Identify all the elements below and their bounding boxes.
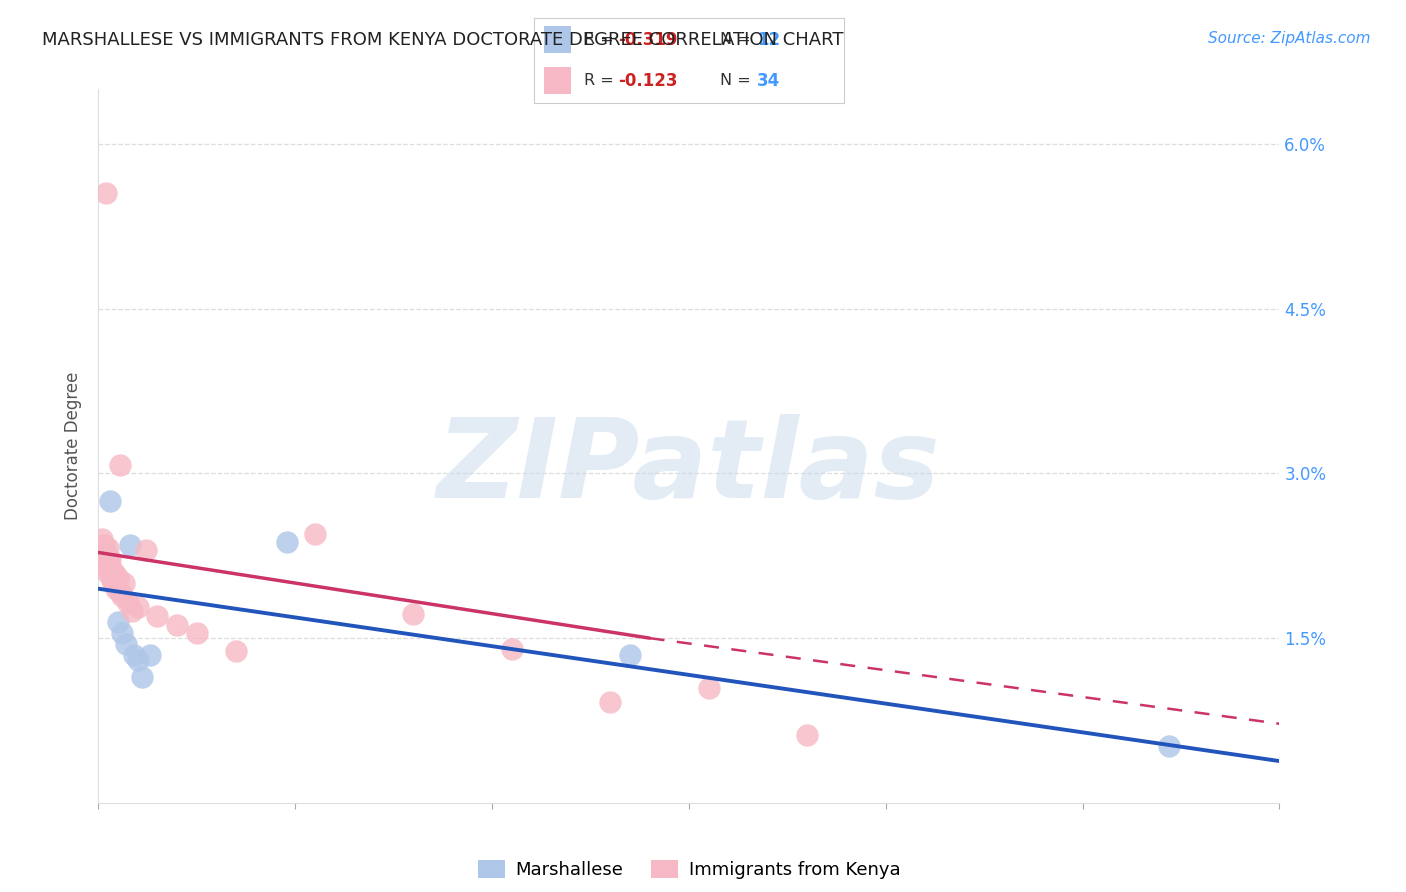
Point [111,590,134,604]
Legend: Marshallese, Immigrants from Kenya: Marshallese, Immigrants from Kenya [471,853,907,887]
Text: MARSHALLESE VS IMMIGRANTS FROM KENYA DOCTORATE DEGREE CORRELATION CHART: MARSHALLESE VS IMMIGRANTS FROM KENYA DOC… [42,31,844,49]
Point [166,618,188,632]
Text: Source: ZipAtlas.com: Source: ZipAtlas.com [1208,31,1371,46]
Point [89,543,111,558]
Point [1159,739,1181,753]
Point [100,571,122,585]
Point [121,604,143,618]
Y-axis label: Doctorate Degree: Doctorate Degree [65,372,83,520]
Point [402,607,425,621]
Point [94,559,117,574]
Point [127,653,149,667]
Point [98,552,121,566]
Point [101,563,124,577]
Text: R =: R = [583,73,619,88]
Text: R =: R = [583,32,619,47]
Point [91,554,114,568]
Point [619,648,641,662]
Point [501,642,523,657]
Text: 12: 12 [756,31,780,49]
Text: -0.123: -0.123 [617,71,678,89]
Point [138,648,160,662]
Point [96,545,118,559]
Point [104,567,127,582]
Text: N =: N = [720,32,756,47]
Point [118,538,141,552]
Point [105,582,128,596]
Point [131,669,153,683]
Point [112,576,135,591]
Point [796,728,818,742]
Bar [544,67,571,95]
Text: -0.319: -0.319 [617,31,678,49]
Point [599,695,621,709]
Point [91,533,114,547]
Point [98,557,121,571]
Point [108,458,131,472]
Point [94,186,117,201]
Point [146,609,169,624]
Point [90,549,112,563]
Bar [544,27,571,54]
Point [117,596,139,610]
Point [111,625,134,640]
Point [97,541,120,555]
Text: N =: N = [720,73,756,88]
Text: 34: 34 [756,71,780,89]
Point [127,600,149,615]
Point [96,566,118,580]
Point [108,585,131,599]
Point [103,576,125,591]
Text: ZIPatlas: ZIPatlas [437,414,941,521]
Point [122,648,145,662]
Point [115,637,138,651]
Point [304,526,326,541]
Point [107,571,129,585]
Point [98,494,121,508]
Point [186,625,208,640]
Point [225,644,247,658]
Point [135,543,157,558]
Point [697,681,720,695]
Point [107,615,129,629]
Point [276,534,298,549]
Point [93,538,115,552]
